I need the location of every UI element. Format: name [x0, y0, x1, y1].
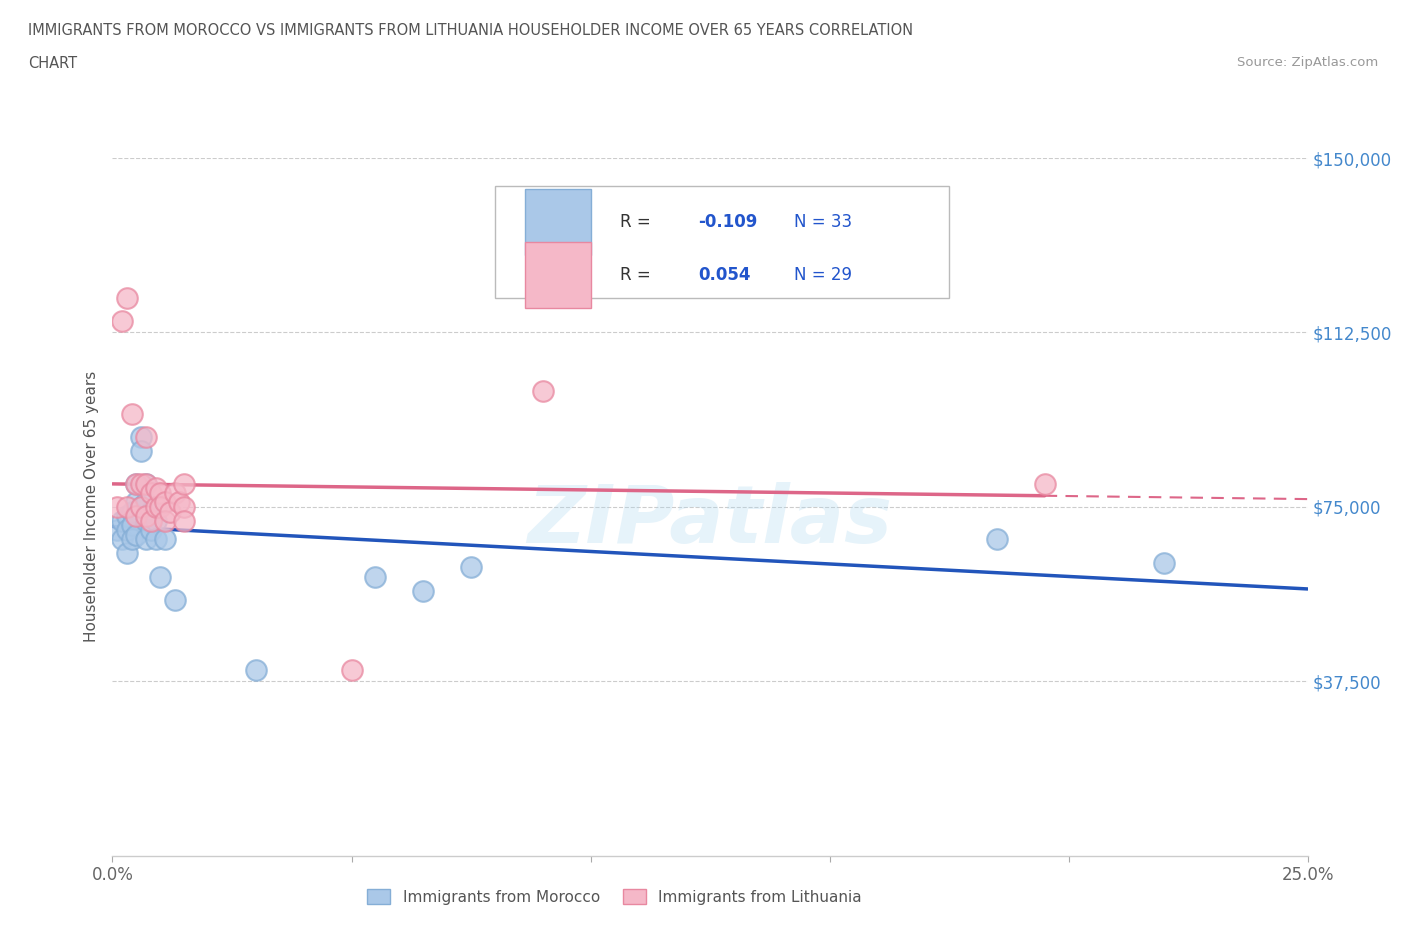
Point	[115, 509, 138, 524]
Point	[105, 499, 128, 514]
Text: R =: R =	[620, 213, 657, 231]
Point	[135, 532, 157, 547]
FancyBboxPatch shape	[495, 186, 949, 298]
Legend: Immigrants from Morocco, Immigrants from Lithuania: Immigrants from Morocco, Immigrants from…	[361, 883, 868, 910]
Point	[139, 513, 162, 528]
Point	[115, 499, 138, 514]
Point	[149, 569, 172, 584]
Point	[139, 523, 162, 538]
Point	[129, 444, 152, 458]
Point	[153, 513, 176, 528]
Point	[111, 532, 134, 547]
Point	[1033, 476, 1056, 491]
Text: N = 29: N = 29	[793, 266, 852, 285]
Point	[139, 504, 162, 519]
Point	[135, 495, 157, 510]
Bar	[524, 189, 591, 255]
Text: 0.054: 0.054	[699, 266, 751, 285]
Point	[125, 495, 148, 510]
Point	[129, 499, 152, 514]
Point	[135, 430, 157, 445]
Text: R =: R =	[620, 266, 657, 285]
Text: IMMIGRANTS FROM MOROCCO VS IMMIGRANTS FROM LITHUANIA HOUSEHOLDER INCOME OVER 65 : IMMIGRANTS FROM MOROCCO VS IMMIGRANTS FR…	[28, 23, 914, 38]
Point	[145, 513, 167, 528]
Point	[135, 476, 157, 491]
Point	[163, 592, 186, 607]
Point	[129, 499, 152, 514]
Point	[125, 476, 148, 491]
Point	[340, 662, 363, 677]
Point	[105, 523, 128, 538]
Point	[129, 430, 152, 445]
Point	[145, 532, 167, 547]
Point	[173, 513, 195, 528]
Point	[111, 313, 134, 328]
Point	[149, 499, 172, 514]
Point	[145, 481, 167, 496]
Point	[159, 504, 181, 519]
Point	[135, 509, 157, 524]
Point	[364, 569, 387, 584]
Text: N = 33: N = 33	[793, 213, 852, 231]
Point	[135, 513, 157, 528]
Point	[412, 583, 434, 598]
Point	[163, 485, 186, 500]
Point	[129, 476, 152, 491]
Point	[115, 290, 138, 305]
Point	[125, 527, 148, 542]
Bar	[524, 242, 591, 309]
Point	[121, 406, 143, 421]
Point	[115, 546, 138, 561]
Point	[121, 532, 143, 547]
Point	[531, 383, 554, 398]
Point	[153, 532, 176, 547]
Point	[115, 523, 138, 538]
Point	[111, 513, 134, 528]
Point	[1153, 555, 1175, 570]
Text: Source: ZipAtlas.com: Source: ZipAtlas.com	[1237, 56, 1378, 69]
Point	[125, 509, 148, 524]
Text: CHART: CHART	[28, 56, 77, 71]
Point	[173, 499, 195, 514]
Point	[169, 495, 191, 510]
Point	[986, 532, 1008, 547]
Point	[139, 513, 162, 528]
Point	[139, 485, 162, 500]
Point	[173, 476, 195, 491]
Point	[245, 662, 267, 677]
Point	[153, 495, 176, 510]
Y-axis label: Householder Income Over 65 years: Householder Income Over 65 years	[83, 371, 98, 643]
Point	[121, 504, 143, 519]
Text: -0.109: -0.109	[699, 213, 758, 231]
Point	[145, 499, 167, 514]
Point	[460, 560, 482, 575]
Text: ZIPatlas: ZIPatlas	[527, 482, 893, 560]
Point	[121, 518, 143, 533]
Point	[135, 476, 157, 491]
Point	[125, 476, 148, 491]
Point	[149, 485, 172, 500]
